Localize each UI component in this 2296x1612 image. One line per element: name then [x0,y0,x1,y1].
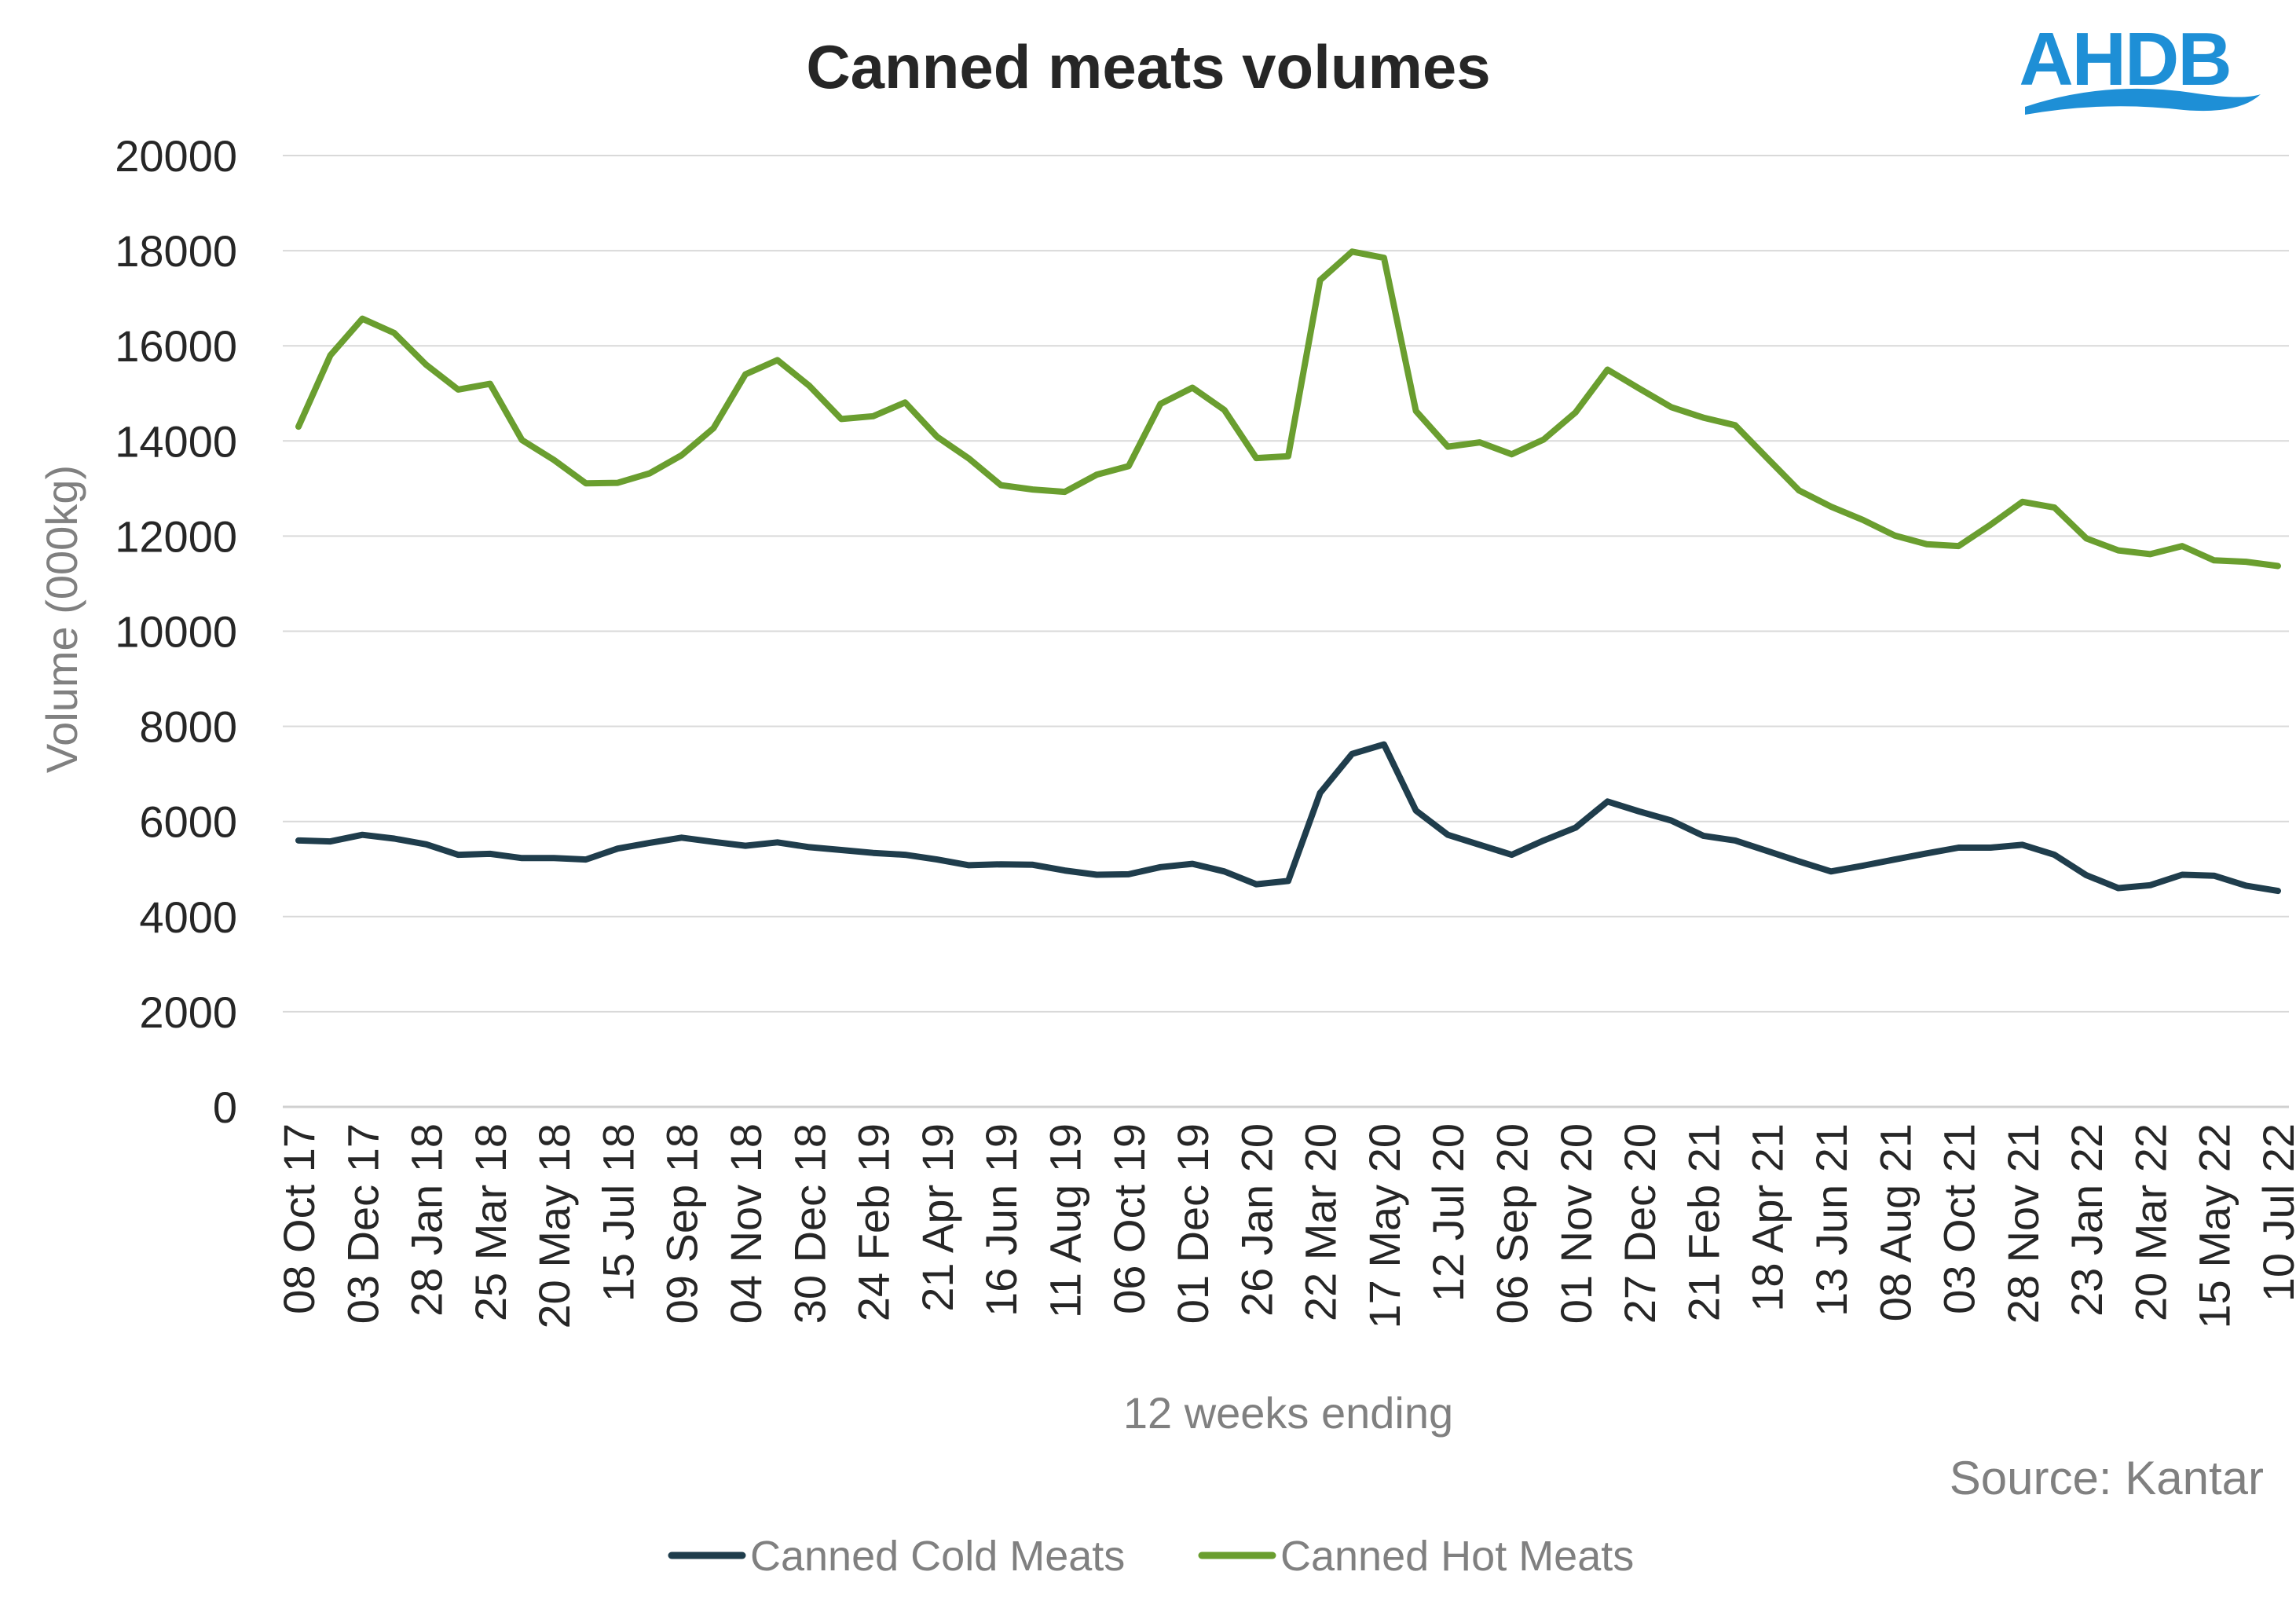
y-tick-label: 20000 [115,131,237,181]
x-tick-label: 08 Aug 21 [1870,1123,1920,1321]
x-tick-label: 12 Jul 20 [1423,1123,1473,1302]
x-tick-label: 01 Nov 20 [1551,1123,1601,1324]
x-tick-label: 21 Apr 19 [913,1123,962,1312]
grid-lines [283,155,2289,1013]
x-tick-label: 04 Nov 18 [721,1123,771,1324]
x-tick-label: 11 Aug 19 [1040,1123,1089,1318]
series-line-canned-hot-meats [295,248,2281,570]
x-tick-label: 20 May 18 [529,1123,579,1329]
y-tick-label: 14000 [115,416,237,466]
y-tick-label: 8000 [139,702,237,752]
chart-title: Canned meats volumes [806,32,1490,101]
x-tick-label: 10 Jul 22 [2254,1123,2296,1302]
x-tick-label: 08 Oct 17 [274,1123,324,1314]
series-line-canned-cold-meats [295,741,2281,895]
x-tick-label: 06 Sep 20 [1488,1123,1537,1324]
x-tick-label: 16 Jun 19 [976,1123,1026,1317]
x-tick-label: 23 Jan 22 [2062,1123,2111,1317]
x-tick-label: 03 Dec 17 [338,1123,387,1324]
x-tick-label: 20 Mar 22 [2126,1123,2175,1321]
x-tick-label: 28 Jan 18 [402,1123,452,1317]
x-tick-label: 06 Oct 19 [1104,1123,1154,1314]
x-tick-label: 18 Apr 21 [1743,1123,1792,1312]
x-tick-label: 15 May 22 [2190,1123,2239,1329]
x-tick-label: 24 Feb 19 [849,1123,899,1321]
x-axis-ticks: 08 Oct 17 03 Dec 17 28 Jan 18 25 Mar 18 20 M… [274,1123,2296,1329]
x-tick-label: 28 Nov 21 [1998,1123,2048,1324]
x-tick-label: 22 Mar 20 [1296,1123,1346,1321]
x-tick-label: 27 Dec 20 [1615,1123,1664,1324]
ahdb-logo: AHDB [2019,17,2261,115]
x-tick-label: 26 Jan 20 [1232,1123,1281,1317]
x-tick-label: 17 May 20 [1360,1123,1409,1329]
x-tick-label: 13 Jun 21 [1807,1123,1856,1317]
y-axis-ticks: 0 2000 4000 6000 8000 10000 12000 14000 16000 180… [115,131,237,1132]
x-tick-label: 30 Dec 18 [785,1123,834,1324]
legend-label-hot: Canned Hot Meats [1280,1533,1634,1580]
y-tick-label: 4000 [139,892,237,942]
y-tick-label: 12000 [115,511,237,561]
y-tick-label: 18000 [115,226,237,276]
x-tick-label: 15 Jul 18 [593,1123,643,1302]
y-tick-label: 2000 [139,987,237,1037]
x-axis-label: 12 weeks ending [1123,1388,1453,1438]
x-tick-label: 03 Oct 21 [1935,1123,1984,1314]
y-tick-label: 0 [213,1083,237,1132]
wave-icon [2025,88,2261,115]
source-note: Source: Kantar [1950,1452,2264,1504]
legend: Canned Cold Meats Canned Hot Meats [668,1533,1634,1580]
x-tick-label: 09 Sep 18 [657,1123,707,1324]
x-tick-label: 25 Mar 18 [466,1123,515,1321]
x-tick-label: 21 Feb 21 [1679,1123,1728,1321]
legend-label-cold: Canned Cold Meats [750,1533,1125,1580]
series-lines [295,248,2281,895]
ahdb-logo-text: AHDB [2019,17,2230,101]
x-tick-label: 01 Dec 19 [1168,1123,1218,1324]
y-tick-label: 16000 [115,321,237,371]
y-axis-label: Volume (000kg) [37,465,86,773]
y-tick-label: 6000 [139,797,237,847]
y-tick-label: 10000 [115,607,237,657]
